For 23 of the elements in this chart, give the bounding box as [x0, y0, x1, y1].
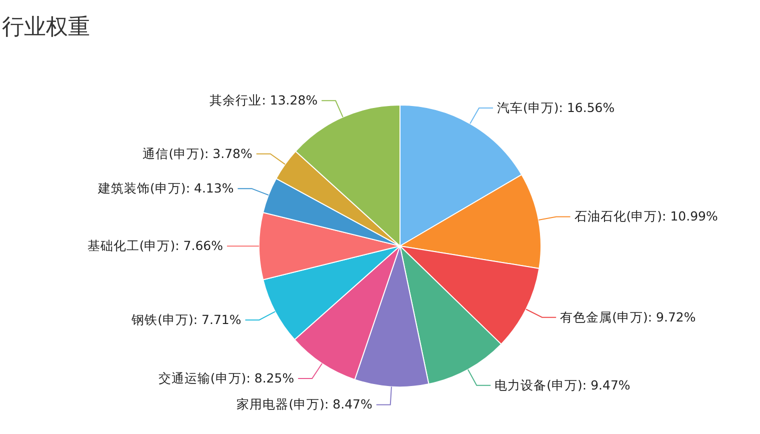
- slice-label: 电力设备(申万): [494, 377, 582, 392]
- data-label: : 9.72%: [648, 309, 696, 324]
- data-label: : 7.71%: [193, 312, 242, 327]
- slice-label: 有色金属(申万): [560, 309, 648, 324]
- slice-label: 汽车(申万): [497, 100, 559, 116]
- data-label: : 7.66%: [175, 238, 224, 254]
- data-label: : 9.47%: [582, 377, 630, 392]
- slice-label: 石油石化(申万): [574, 208, 662, 224]
- slice-label: 基础化工(申万): [87, 238, 176, 254]
- data-label: : 8.47%: [324, 396, 372, 412]
- slice-label: 其余行业: [210, 92, 262, 108]
- slice-label: 交通运输(申万): [158, 370, 246, 386]
- data-label: : 10.99%: [662, 208, 718, 224]
- slice-label: 建筑装饰(申万): [97, 180, 186, 196]
- data-label: : 4.13%: [186, 180, 234, 196]
- data-label: : 16.56%: [558, 100, 615, 116]
- data-label: : 13.28%: [262, 92, 318, 108]
- slice-label: 家用电器(申万): [236, 396, 324, 412]
- slice-label: 钢铁(申万): [130, 312, 194, 327]
- data-label: : 3.78%: [204, 146, 253, 161]
- data-label: : 8.25%: [246, 370, 294, 386]
- chart-title: 行业权重: [2, 15, 90, 40]
- slice-label: 通信(申万): [142, 146, 204, 161]
